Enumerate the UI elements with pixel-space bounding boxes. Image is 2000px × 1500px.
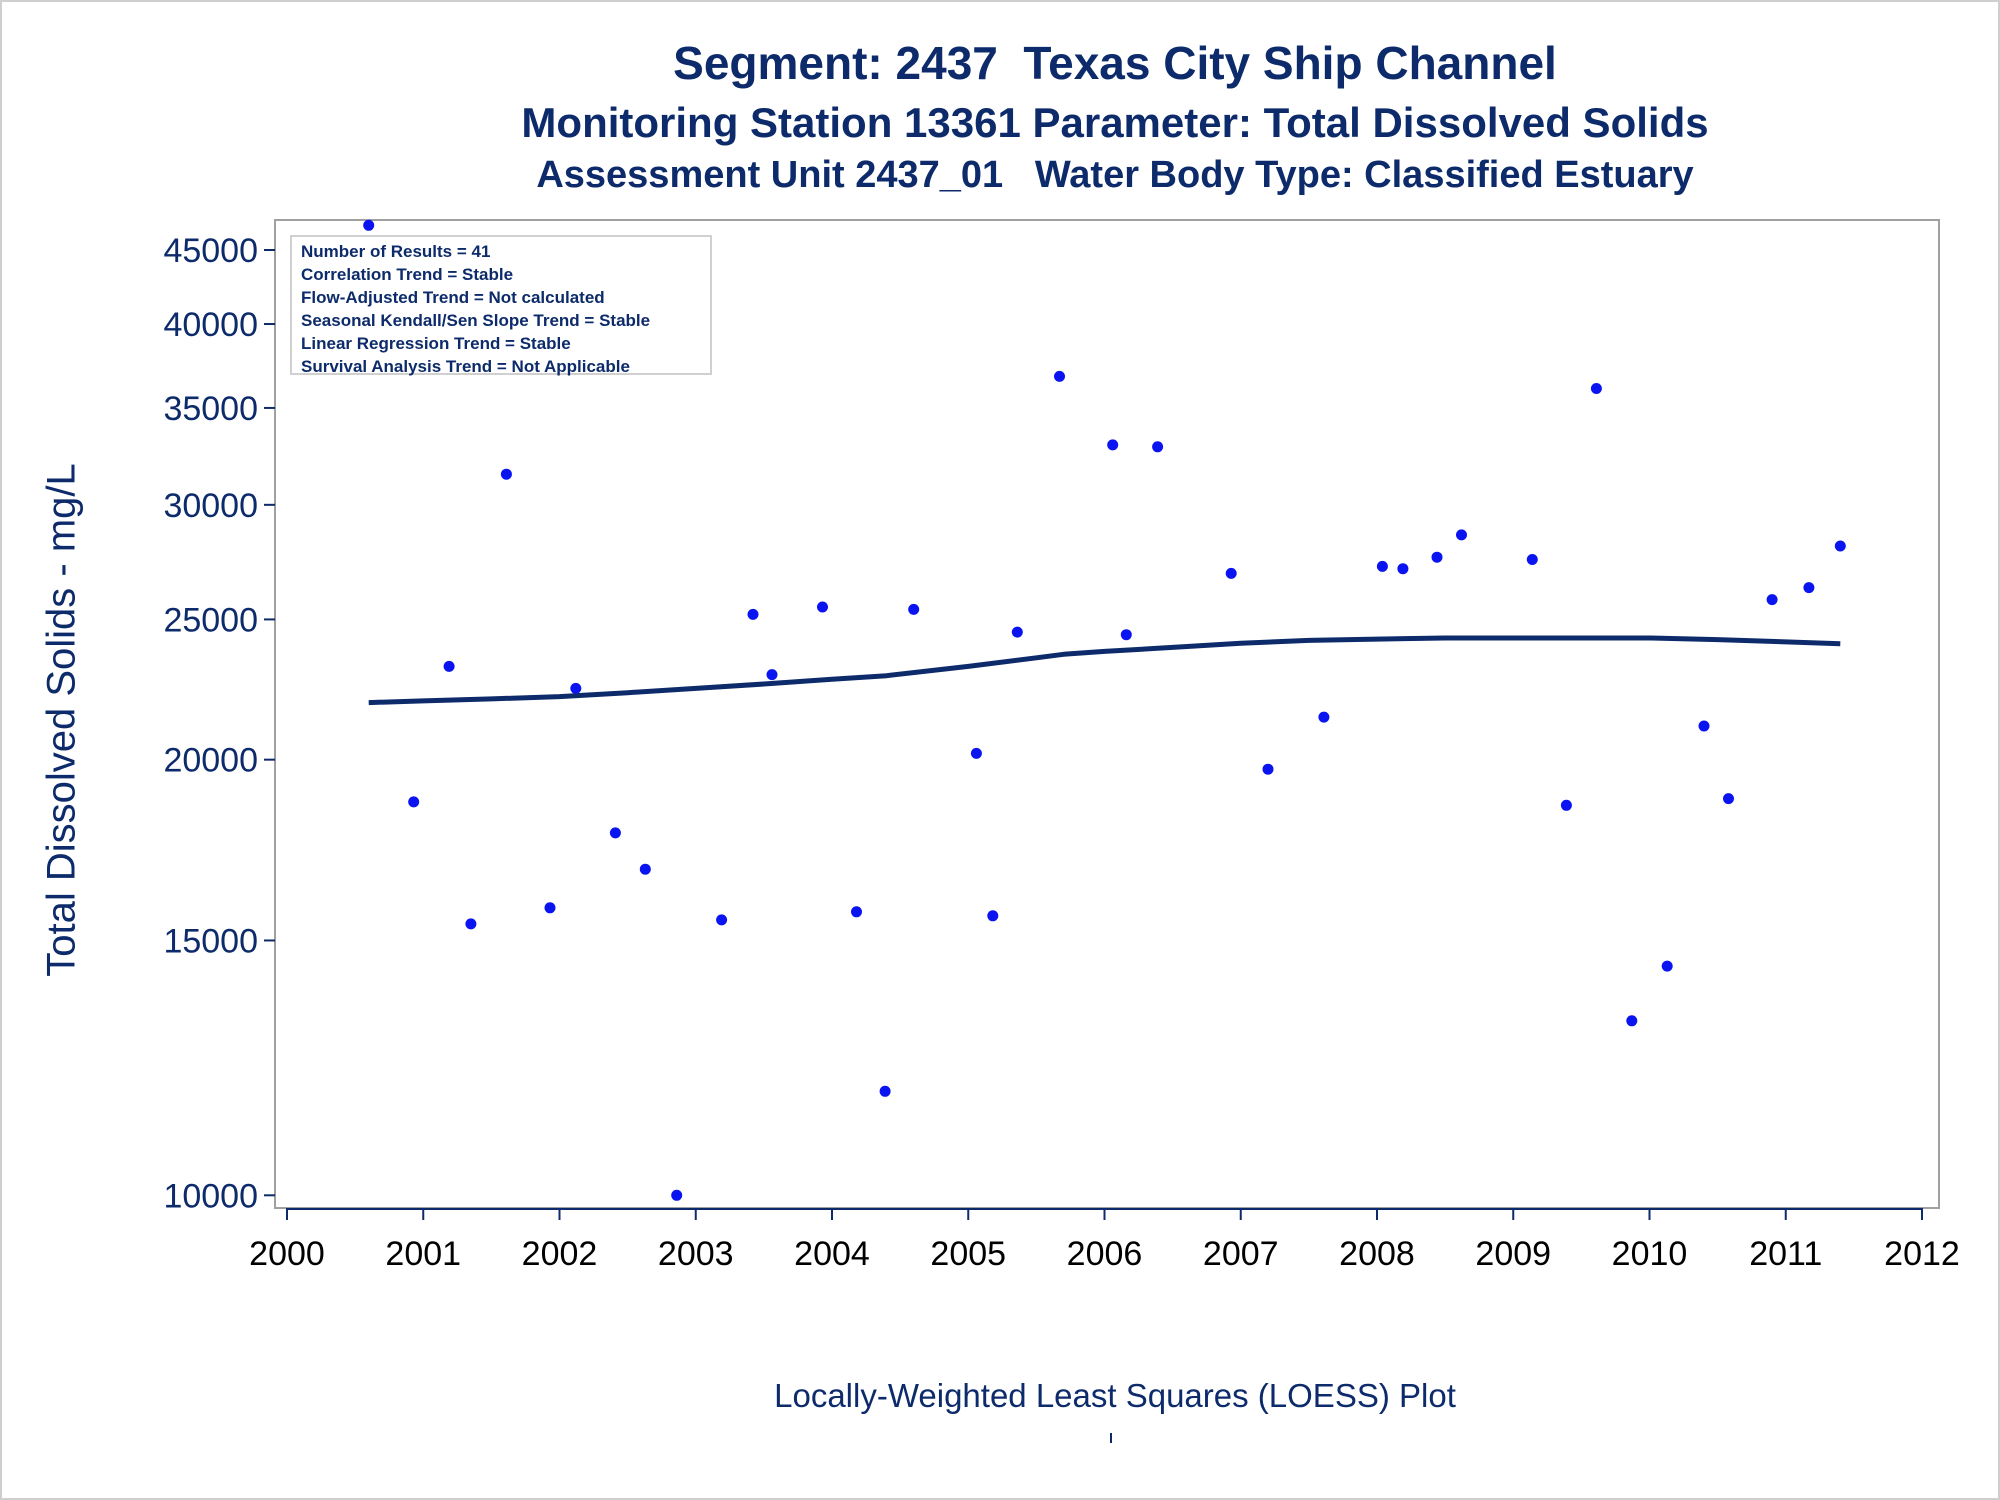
data-point xyxy=(747,608,759,620)
data-point xyxy=(908,603,920,615)
data-point xyxy=(1560,799,1572,811)
x-tick-label: 2003 xyxy=(658,1235,734,1273)
stats-line: Linear Regression Trend = Stable xyxy=(301,334,571,353)
data-point xyxy=(851,906,862,918)
y-tick-label: 30000 xyxy=(163,487,258,525)
data-point xyxy=(544,902,556,914)
data-point xyxy=(671,1189,683,1201)
data-point xyxy=(1376,560,1388,572)
y-tick-label: 10000 xyxy=(163,1177,258,1215)
data-point xyxy=(1456,529,1467,541)
axes: 10000 15000 20000 25000 30000 35000 40000 45000… xyxy=(163,232,1959,1273)
stats-line: Number of Results = 41 xyxy=(301,242,491,261)
data-point xyxy=(1590,383,1602,394)
y-tick-label: 45000 xyxy=(163,232,258,270)
x-tick-label: 2009 xyxy=(1475,1235,1551,1273)
y-tick-label: 25000 xyxy=(163,601,258,639)
data-point xyxy=(817,601,828,613)
x-tick-label: 2002 xyxy=(522,1235,598,1273)
data-point xyxy=(570,682,582,694)
y-tick-label: 15000 xyxy=(163,922,258,960)
data-point xyxy=(465,918,477,930)
data-point xyxy=(879,1085,891,1097)
stats-line: Correlation Trend = Stable xyxy=(301,265,514,284)
data-point xyxy=(500,468,512,480)
stats-box: Number of Results = 41 Correlation Trend… xyxy=(290,235,712,376)
data-point xyxy=(1225,567,1237,579)
x-tick-label: 2010 xyxy=(1612,1235,1688,1273)
x-tick-label: 2007 xyxy=(1203,1235,1279,1273)
chart-footnote: Locally-Weighted Least Squares (LOESS) P… xyxy=(774,1377,1456,1414)
x-tick-label: 2008 xyxy=(1339,1235,1415,1273)
data-point xyxy=(1054,370,1065,382)
stats-line: Seasonal Kendall/Sen Slope Trend = Stabl… xyxy=(301,311,651,330)
data-point xyxy=(1318,711,1330,723)
x-tick-label: 2011 xyxy=(1749,1235,1822,1273)
loess-layer xyxy=(368,635,1841,706)
data-point xyxy=(987,910,999,922)
data-point xyxy=(1698,720,1710,732)
x-tick-label: 2000 xyxy=(249,1235,325,1273)
data-point xyxy=(716,914,728,926)
data-point xyxy=(1626,1015,1638,1027)
loess-line xyxy=(368,635,1841,706)
x-tick-label: 2012 xyxy=(1884,1235,1960,1273)
data-point xyxy=(1011,626,1023,638)
stats-line: Flow-Adjusted Trend = Not calculated xyxy=(301,288,605,307)
data-point xyxy=(1661,960,1673,972)
data-point xyxy=(1803,582,1815,594)
data-point xyxy=(1152,441,1164,453)
data-point xyxy=(1723,793,1734,805)
data-point xyxy=(970,747,982,759)
data-point xyxy=(443,660,455,672)
y-tick-label: 20000 xyxy=(163,742,258,780)
x-tick-label: 2005 xyxy=(930,1235,1006,1273)
data-point xyxy=(1766,594,1778,606)
footnote-tick xyxy=(1110,1433,1112,1443)
chart-subtitle-2: Assessment Unit 2437_01 Water Body Type:… xyxy=(536,154,1694,196)
x-tick-label: 2006 xyxy=(1067,1235,1143,1273)
data-point xyxy=(1834,540,1846,552)
y-tick-label: 35000 xyxy=(163,390,258,428)
data-point xyxy=(1120,629,1132,641)
data-point xyxy=(1397,563,1409,575)
data-point xyxy=(1431,551,1443,563)
data-point xyxy=(1262,763,1274,775)
chart-subtitle: Monitoring Station 13361 Parameter: Tota… xyxy=(521,99,1709,146)
data-point xyxy=(766,669,778,681)
data-point xyxy=(408,796,420,808)
y-tick-label: 40000 xyxy=(163,306,258,344)
x-tick-label: 2004 xyxy=(794,1235,870,1273)
data-point xyxy=(609,827,621,839)
chart-title: Segment: 2437 Texas City Ship Channel xyxy=(673,37,1557,89)
data-point xyxy=(639,863,651,875)
x-tick-label: 2001 xyxy=(385,1235,461,1273)
points-layer xyxy=(363,219,1846,1201)
data-point xyxy=(1107,439,1119,451)
data-point xyxy=(363,219,375,231)
stats-line: Survival Analysis Trend = Not Applicable xyxy=(301,357,630,376)
data-point xyxy=(1526,554,1538,565)
